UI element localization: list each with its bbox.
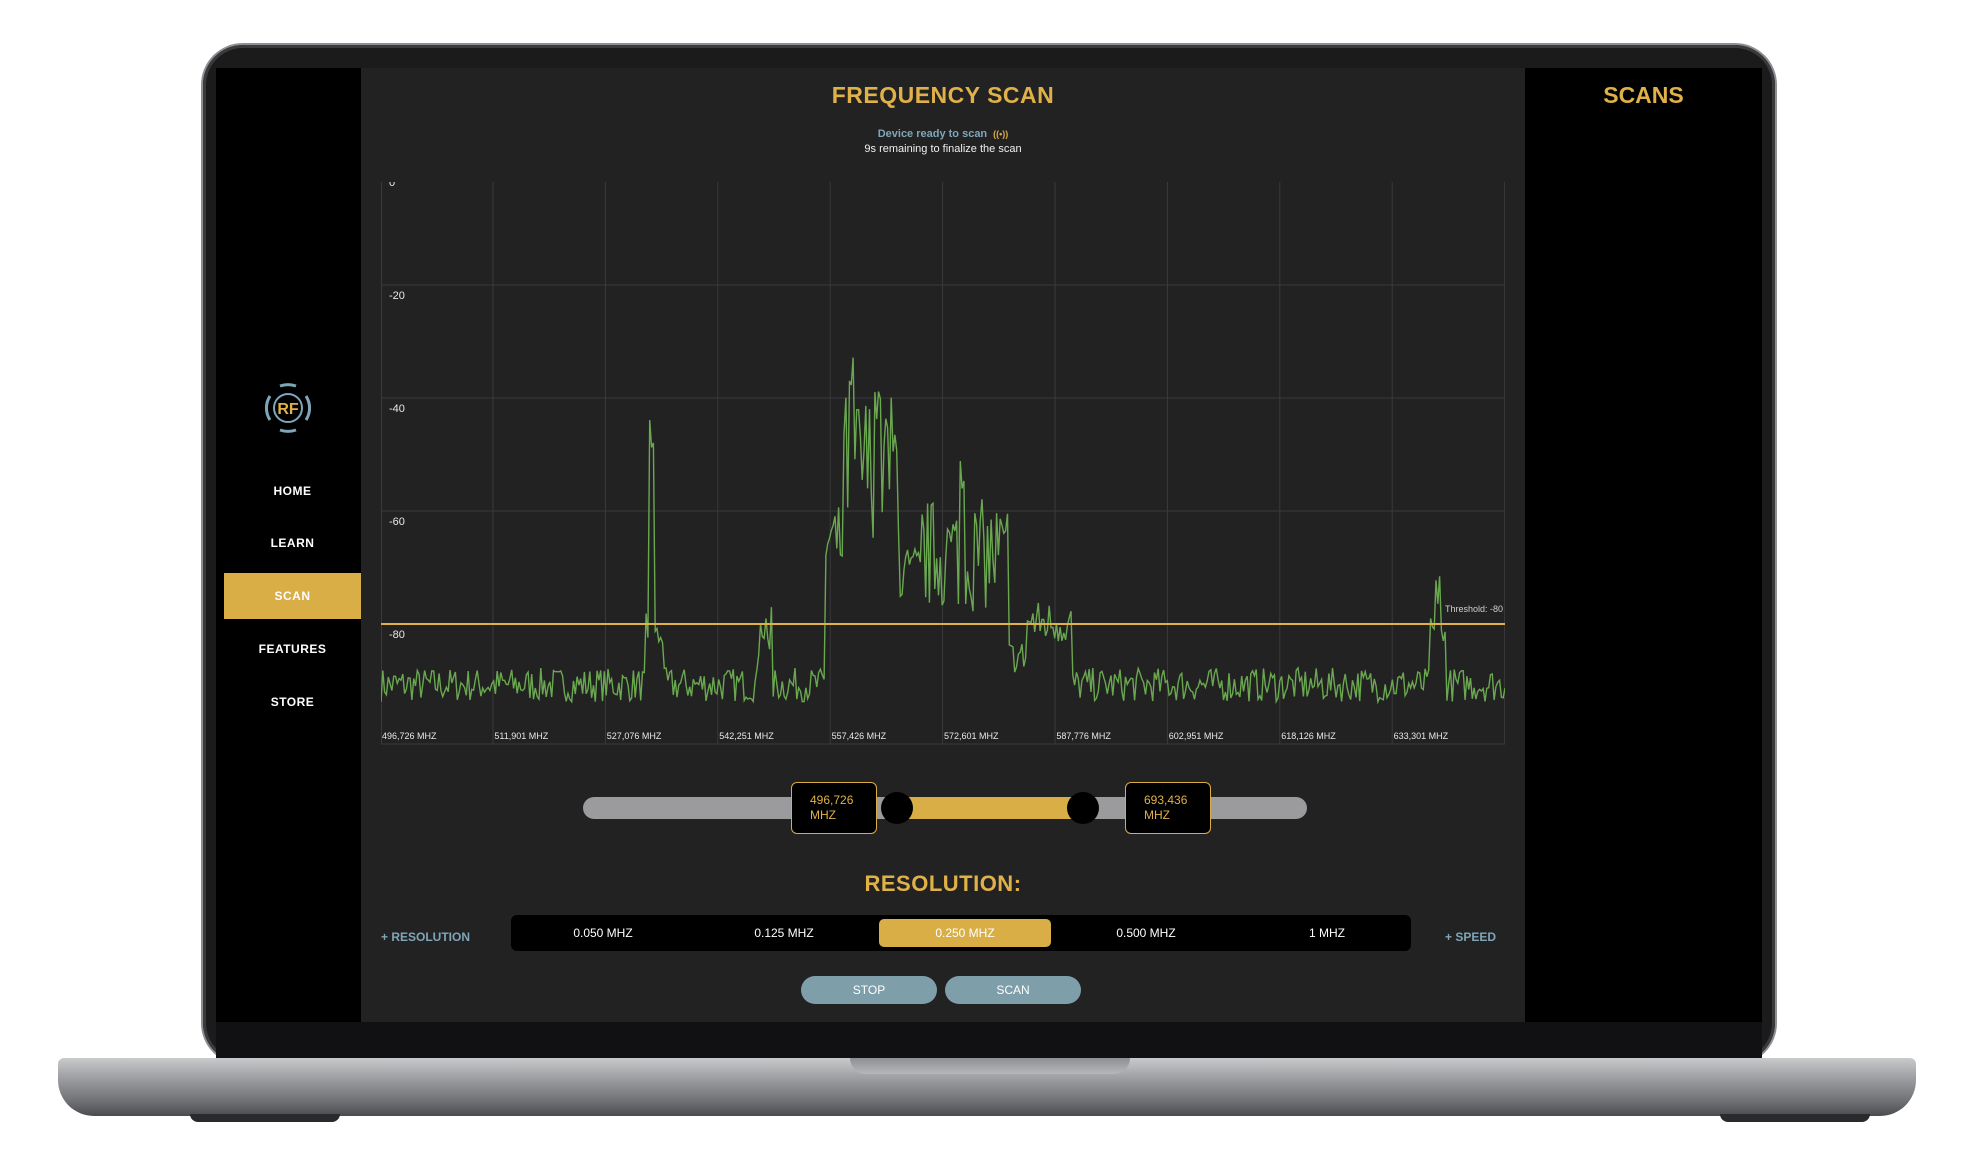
nav-item-learn[interactable]: LEARN — [270, 536, 315, 550]
app-screen: RF HOME LEARN SCAN FEATURES STORE FREQUE… — [216, 68, 1762, 1022]
x-tick-label: 633,301 MHZ — [1394, 731, 1449, 741]
resolution-option-0125[interactable]: 0.125 MHZ — [754, 926, 814, 940]
x-tick-label: 602,951 MHZ — [1169, 731, 1224, 741]
range-max-handle[interactable] — [1067, 792, 1099, 824]
spectrum-line — [381, 357, 1505, 705]
y-tick-label: -40 — [389, 403, 405, 415]
range-max-unit: MHZ — [1144, 808, 1170, 822]
scans-title: SCANS — [1603, 82, 1684, 108]
y-tick-label: -80 — [389, 629, 405, 641]
range-min-handle[interactable] — [881, 792, 913, 824]
range-slider-fill — [897, 797, 1083, 819]
device-status-text: Device ready to scan — [877, 128, 988, 140]
x-tick-label: 542,251 MHZ — [719, 731, 774, 741]
resolution-selector: 0.050 MHZ 0.125 MHZ 0.250 MHZ 0.500 MHZ … — [511, 915, 1411, 951]
sidebar: RF HOME LEARN SCAN FEATURES STORE — [216, 68, 361, 1022]
x-tick-label: 618,126 MHZ — [1281, 731, 1336, 741]
y-tick-label: 0 — [389, 182, 395, 189]
nav-item-scan[interactable]: SCAN — [224, 573, 361, 619]
device-status: Device ready to scan ((•)) — [361, 128, 1525, 140]
nav-item-home[interactable]: HOME — [273, 484, 312, 498]
screen-bezel — [216, 1022, 1762, 1058]
rf-logo: RF — [265, 383, 311, 433]
x-tick-label: 527,076 MHZ — [607, 731, 662, 741]
range-min-label: 496,726 MHZ — [791, 782, 877, 834]
x-tick-label: 511,901 MHZ — [494, 731, 548, 741]
resolution-option-1[interactable]: 1 MHZ — [1309, 926, 1345, 940]
page-title: FREQUENCY SCAN — [831, 82, 1055, 108]
range-max-label: 693,436 MHZ — [1125, 782, 1211, 834]
nav-item-features[interactable]: FEATURES — [258, 642, 327, 656]
laptop-notch — [850, 1058, 1130, 1074]
antenna-signal-icon: ((•)) — [993, 129, 1009, 139]
scan-button[interactable]: SCAN — [945, 976, 1081, 1004]
y-tick-label: -60 — [389, 516, 405, 528]
x-tick-label: 496,726 MHZ — [382, 731, 437, 741]
resolution-option-0050[interactable]: 0.050 MHZ — [573, 926, 633, 940]
resolution-option-0250[interactable]: 0.250 MHZ — [879, 919, 1051, 947]
nav-item-store[interactable]: STORE — [270, 695, 315, 709]
laptop-foot-right — [1720, 1114, 1870, 1122]
laptop-foot-left — [190, 1114, 340, 1122]
frequency-chart[interactable]: 0 -20 -40 -60 -80 496,726 MHZ 511,901 MHZ 527,0… — [381, 182, 1505, 752]
more-resolution-label: + RESOLUTION — [381, 930, 471, 944]
range-min-unit: MHZ — [810, 808, 836, 822]
resolution-option-0500[interactable]: 0.500 MHZ — [1116, 926, 1176, 940]
range-max-value: 693,436 — [1144, 793, 1188, 807]
x-tick-label: 572,601 MHZ — [944, 731, 999, 741]
scan-countdown: 9s remaining to finalize the scan — [864, 143, 1022, 155]
x-tick-label: 587,776 MHZ — [1056, 731, 1111, 741]
stop-button[interactable]: STOP — [801, 976, 937, 1004]
y-tick-label: -20 — [389, 290, 405, 302]
scans-panel: SCANS — [1525, 68, 1762, 1022]
resolution-title: RESOLUTION: — [864, 871, 1022, 896]
x-tick-label: 557,426 MHZ — [832, 731, 887, 741]
main-panel: FREQUENCY SCAN Device ready to scan ((•))… — [361, 68, 1525, 1022]
range-min-value: 496,726 — [810, 793, 854, 807]
more-speed-label: + SPEED — [1445, 930, 1497, 944]
threshold-label: Threshold: -80 — [1445, 604, 1503, 614]
logo-text: RF — [277, 401, 299, 418]
